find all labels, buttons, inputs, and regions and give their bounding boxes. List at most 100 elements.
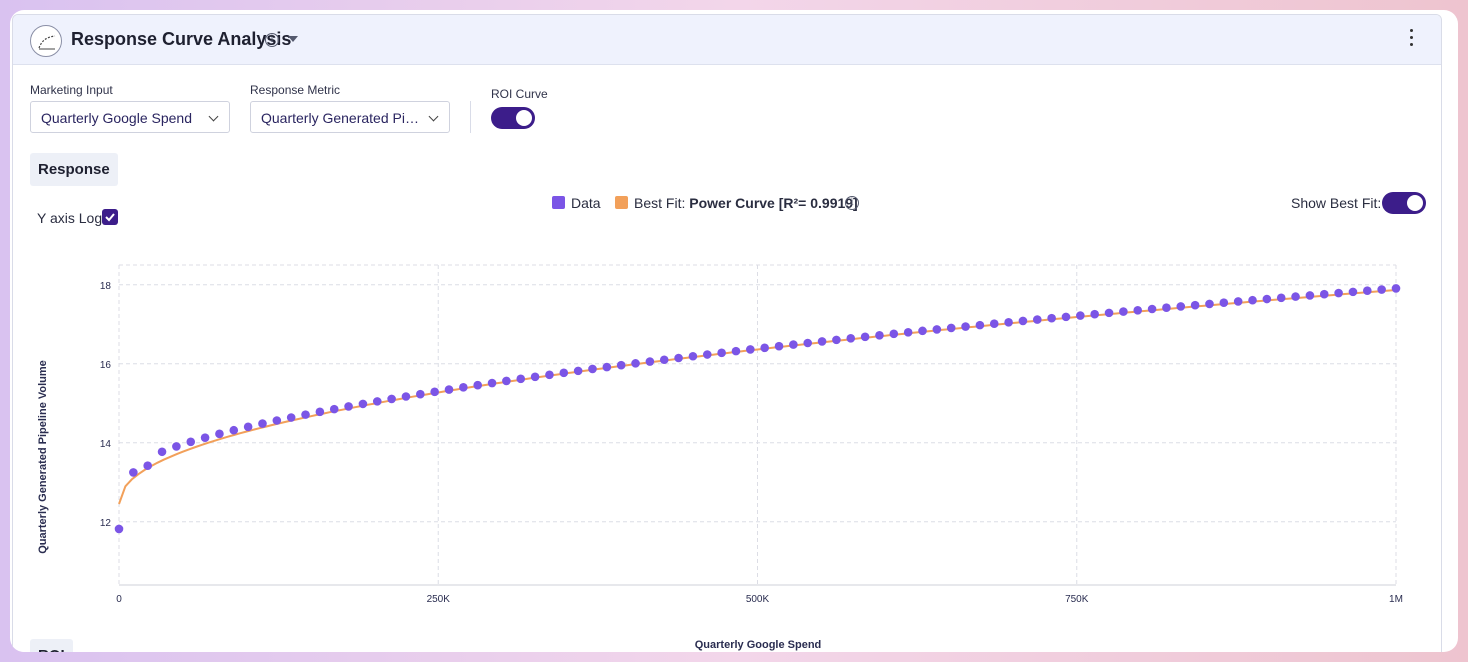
response-chart: 12 14 16 18 0 250K 500K 750K 1M Quarterly Gener… — [37, 264, 1403, 651]
data-point — [545, 370, 554, 380]
data-point — [803, 338, 813, 348]
data-point — [502, 376, 511, 386]
data-point — [487, 378, 497, 388]
show-best-fit-toggle[interactable] — [1382, 192, 1426, 214]
response-metric-select[interactable]: Quarterly Generated Pipeline Volume — [250, 101, 450, 133]
x-tick-label: 500K — [746, 594, 770, 605]
data-point — [702, 350, 712, 359]
data-point — [416, 389, 425, 399]
data-point — [530, 372, 540, 382]
data-point — [286, 413, 296, 422]
data-point — [1377, 285, 1386, 294]
legend-data-label[interactable]: Data — [571, 195, 601, 211]
more-options-icon[interactable] — [1409, 29, 1415, 49]
data-point — [559, 368, 569, 378]
page-title: Response Curve Analysis — [71, 29, 292, 49]
data-point — [731, 346, 741, 356]
y-axis-log-label: Y axis Log — [37, 210, 103, 226]
data-point — [387, 394, 396, 404]
data-point — [832, 335, 841, 345]
data-point — [1348, 287, 1358, 297]
tab-roi[interactable]: ROI — [30, 639, 73, 652]
legend-fit-value: Power Curve [R²= 0.9919] — [689, 195, 858, 211]
data-point — [430, 387, 439, 397]
data-point — [688, 351, 698, 361]
data-point — [1004, 318, 1013, 327]
data-point — [301, 410, 310, 419]
response-metric-label: Response Metric — [250, 83, 341, 97]
data-point — [186, 437, 196, 447]
data-point — [459, 383, 468, 392]
chart-grid — [118, 264, 1397, 586]
marketing-input-select[interactable]: Quarterly Google Spend — [30, 101, 230, 133]
title-dropdown-icon[interactable] — [288, 36, 298, 42]
data-point — [1291, 292, 1300, 301]
data-point — [1205, 299, 1214, 309]
response-curve-card: Response Curve Analysis i Marketing Inpu… — [12, 14, 1442, 652]
data-point — [1262, 294, 1272, 304]
data-point — [258, 419, 267, 428]
data-point — [1219, 298, 1229, 307]
data-point — [645, 357, 655, 366]
response-metric-value: Quarterly Generated Pipeline Volume — [261, 110, 449, 126]
data-point — [631, 359, 640, 368]
data-point — [329, 404, 339, 414]
tab-response[interactable]: Response — [30, 153, 118, 186]
toggle-knob — [516, 110, 532, 126]
data-point — [760, 343, 769, 353]
data-point — [1032, 315, 1042, 324]
data-point — [659, 355, 669, 365]
y-tick-label: 14 — [100, 439, 112, 450]
data-point — [1319, 289, 1329, 299]
data-point — [516, 374, 526, 384]
data-point — [774, 341, 784, 351]
fit-info-icon[interactable]: i — [845, 196, 859, 210]
x-tick-label: 750K — [1065, 594, 1089, 605]
data-point — [114, 524, 124, 534]
data-point — [129, 468, 138, 477]
data-point — [1334, 288, 1343, 298]
toggle-knob — [1407, 195, 1423, 211]
data-point — [372, 397, 382, 406]
data-point — [1233, 297, 1243, 306]
data-point — [1076, 311, 1085, 320]
y-axis-log-checkbox[interactable] — [102, 209, 118, 225]
data-point — [1133, 305, 1143, 315]
data-point — [1276, 293, 1286, 303]
data-point — [875, 330, 884, 340]
data-point — [989, 319, 999, 329]
data-point — [946, 323, 956, 333]
data-point — [1104, 308, 1114, 318]
legend-fit-label[interactable]: Best Fit: Power Curve [R²= 0.9919] — [634, 195, 858, 211]
info-icon[interactable]: i — [265, 33, 279, 47]
data-point — [1162, 303, 1171, 313]
data-point — [473, 380, 483, 390]
data-point — [200, 433, 210, 442]
data-point — [143, 461, 152, 470]
data-point — [860, 332, 870, 342]
y-axis-label: Quarterly Generated Pipeline Volume — [37, 360, 49, 554]
data-point — [315, 407, 325, 417]
data-point — [789, 340, 798, 349]
data-point — [344, 402, 353, 411]
data-point — [1190, 300, 1200, 310]
y-tick-label: 12 — [100, 518, 112, 529]
data-point — [1248, 295, 1257, 305]
data-point — [918, 326, 927, 336]
data-point — [1176, 302, 1186, 311]
chevron-down-icon — [208, 111, 219, 122]
data-point — [1018, 316, 1028, 326]
legend-fit-swatch — [615, 196, 628, 209]
data-point — [602, 362, 612, 372]
data-point — [215, 429, 224, 439]
data-point — [172, 442, 181, 451]
data-point — [746, 345, 755, 354]
controls-divider — [470, 101, 471, 133]
roi-curve-toggle[interactable] — [491, 107, 535, 129]
data-point — [975, 320, 985, 330]
y-tick-label: 18 — [100, 281, 112, 292]
data-point — [961, 322, 970, 331]
x-tick-label: 1M — [1389, 594, 1403, 605]
legend-fit-prefix: Best Fit: — [634, 195, 686, 211]
data-point — [1090, 309, 1099, 319]
